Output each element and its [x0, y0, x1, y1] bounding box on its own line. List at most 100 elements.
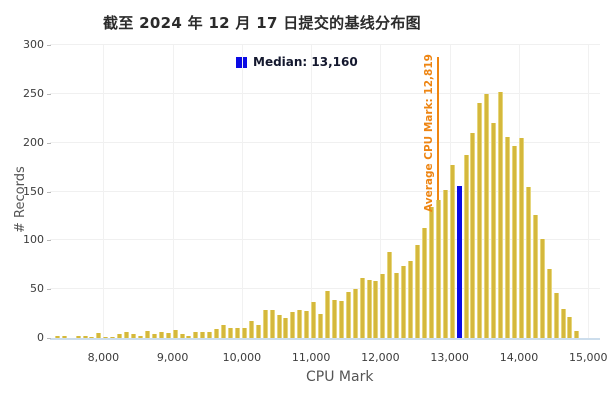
histogram-bar: [165, 333, 171, 338]
histogram-bar: [311, 301, 317, 338]
histogram-bar: [394, 272, 400, 338]
chart-title: 截至 2024 年 12 月 17 日提交的基线分布图: [103, 14, 421, 32]
histogram-bar: [262, 309, 268, 338]
histogram-bar: [546, 268, 552, 338]
histogram-bar: [345, 292, 351, 338]
histogram-bar: [179, 334, 185, 338]
histogram-bar: [137, 336, 143, 338]
median-legend-label: Median: 13,160: [253, 55, 358, 69]
x-tick-label: 12,000: [361, 351, 400, 364]
y-tick-label: 150: [23, 184, 44, 198]
histogram-bar: [304, 310, 310, 338]
median-legend-swatch: [236, 56, 247, 68]
histogram-bar: [553, 293, 559, 338]
y-tick-mark: [47, 142, 51, 144]
histogram-bar: [290, 311, 296, 338]
histogram-bar: [283, 317, 289, 338]
horizontal-gridline: [50, 190, 600, 192]
y-tick-label: 200: [23, 135, 44, 149]
histogram-bar: [89, 337, 95, 338]
histogram-bar: [54, 336, 60, 338]
y-tick-label: 300: [23, 38, 44, 51]
histogram-bar: [401, 265, 407, 338]
y-tick-mark: [47, 338, 51, 339]
histogram-bar: [131, 334, 137, 338]
horizontal-gridline: [50, 44, 600, 45]
histogram-bar: [477, 102, 483, 338]
x-tick-label: 8,000: [87, 351, 120, 364]
histogram-bar: [449, 165, 455, 338]
histogram-bar: [193, 332, 199, 338]
histogram-bar: [325, 291, 330, 338]
y-tick-label: 50: [30, 282, 44, 296]
horizontal-gridline: [50, 92, 600, 94]
y-tick-mark: [47, 289, 51, 291]
histogram-bar: [248, 321, 254, 338]
histogram-bar: [442, 189, 448, 338]
histogram-bar: [539, 239, 545, 338]
histogram-bar: [276, 314, 282, 338]
histogram-bar: [373, 281, 379, 338]
vertical-gridline: [172, 45, 174, 338]
y-tick-label: 0: [37, 331, 44, 344]
histogram-bar: [408, 260, 414, 338]
y-tick-label: 100: [23, 233, 44, 247]
histogram-bar: [415, 245, 421, 338]
histogram-bar: [151, 334, 157, 338]
histogram-bar: [75, 336, 81, 338]
horizontal-gridline: [50, 239, 600, 241]
histogram-bar: [352, 289, 358, 338]
histogram-bar: [532, 214, 538, 338]
histogram-bar: [124, 332, 130, 338]
vertical-gridline: [588, 45, 590, 338]
histogram-bar: [214, 329, 220, 338]
histogram-bar: [435, 200, 441, 338]
histogram-bar: [207, 332, 213, 338]
histogram-bar: [241, 328, 247, 338]
histogram-bar: [359, 278, 365, 338]
histogram-bar: [505, 136, 511, 338]
average-line: [437, 57, 439, 338]
x-tick-label: 14,000: [499, 351, 539, 364]
vertical-gridline: [380, 45, 382, 338]
histogram-bar: [234, 328, 240, 338]
vertical-gridline: [103, 45, 105, 338]
histogram-bar: [491, 123, 497, 338]
histogram-bar: [498, 91, 504, 338]
x-tick-label: 13,000: [430, 351, 469, 364]
histogram-bar: [421, 227, 427, 338]
histogram-bar: [484, 93, 490, 338]
histogram-bar: [117, 334, 123, 338]
histogram-bar: [103, 337, 109, 338]
histogram-bar: [110, 337, 116, 338]
histogram-bar: [186, 336, 192, 338]
y-tick-mark: [47, 45, 51, 46]
histogram-bar: [318, 313, 324, 338]
average-line-label: Average CPU Mark: 12,819: [423, 54, 435, 212]
x-tick-label: 10,000: [222, 351, 262, 364]
y-tick-label: 250: [23, 86, 44, 100]
histogram-bar: [158, 332, 164, 338]
histogram-bar: [172, 330, 178, 338]
histogram-bar: [380, 273, 386, 338]
y-axis-title: # Records: [13, 166, 28, 233]
histogram-bar: [255, 325, 261, 338]
horizontal-gridline: [50, 141, 600, 143]
histogram-bar: [221, 325, 227, 338]
histogram-bar: [525, 186, 531, 338]
histogram-bar: [463, 155, 469, 338]
legend: Median: 13,160: [236, 55, 358, 69]
x-axis-title: CPU Mark: [306, 369, 374, 385]
x-tick-label: 15,000: [568, 351, 608, 364]
histogram-bar: [61, 336, 67, 338]
vertical-gridline: [241, 45, 243, 338]
histogram-bar: [518, 137, 524, 338]
y-tick-mark: [47, 93, 51, 95]
histogram-bar: [144, 331, 150, 338]
x-tick-label: 11,000: [291, 351, 331, 364]
y-tick-mark: [47, 191, 51, 193]
histogram-bar: [269, 309, 275, 338]
vertical-gridline: [311, 45, 313, 338]
histogram-bar: [428, 207, 434, 338]
histogram-bar: [387, 252, 393, 338]
